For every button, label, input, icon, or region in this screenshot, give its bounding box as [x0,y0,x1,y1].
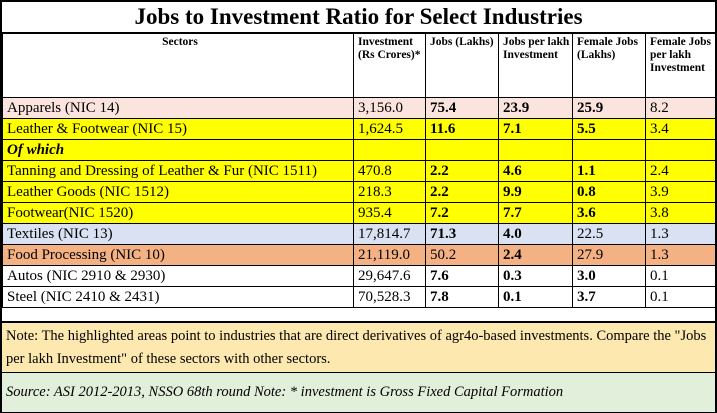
source-text: Source: ASI 2012-2013, NSSO 68th round N… [2,372,715,412]
note-text: Note: The highlighted areas point to ind… [2,321,715,376]
cell-female-jobs-per-lakh: 0.1 [645,286,716,308]
cell-investment: 17,814.7 [353,223,426,245]
cell-jobs: 11.6 [425,118,499,140]
cell-jobs-per-lakh: 0.1 [498,286,573,308]
cell-investment: 1,624.5 [353,118,426,140]
cell-jobs-per-lakh: 2.4 [498,244,573,266]
cell-investment: 218.3 [353,181,426,203]
cell-female-jobs: 1.1 [572,160,646,182]
table-row-of-which: Of which [2,139,716,161]
cell-sector: Apparels (NIC 14) [2,97,354,119]
cell-jobs-per-lakh: 4.6 [498,160,573,182]
cell-female-jobs-per-lakh: 3.9 [645,181,716,203]
table-row-footwear: Footwear(NIC 1520) 935.4 7.2 7.7 3.6 3.8 [2,202,716,224]
cell-jobs-per-lakh: 0.3 [498,265,573,287]
header-female-jobs-per-lakh: Female Jobs per lakh Investment [645,33,716,98]
header-jobs: Jobs (Lakhs) [425,33,499,98]
cell-sector: Leather & Footwear (NIC 15) [2,118,354,140]
cell-jobs: 7.2 [425,202,499,224]
cell-investment: 29,647.6 [353,265,426,287]
cell-female-jobs: 25.9 [572,97,646,119]
cell-jobs: 2.2 [425,181,499,203]
empty-cell [572,139,646,161]
cell-female-jobs-per-lakh: 3.8 [645,202,716,224]
table-row-autos: Autos (NIC 2910 & 2930) 29,647.6 7.6 0.3… [2,265,716,287]
table-row-textiles: Textiles (NIC 13) 17,814.7 71.3 4.0 22.5… [2,223,716,245]
cell-female-jobs: 3.0 [572,265,646,287]
cell-investment: 935.4 [353,202,426,224]
empty-cell [645,139,716,161]
cell-sector: Food Processing (NIC 10) [2,244,354,266]
cell-investment: 470.8 [353,160,426,182]
cell-jobs-per-lakh: 9.9 [498,181,573,203]
cell-investment: 70,528.3 [353,286,426,308]
table-row-tanning: Tanning and Dressing of Leather & Fur (N… [2,160,716,182]
table-row-leather: Leather & Footwear (NIC 15) 1,624.5 11.6… [2,118,716,140]
header-sectors: Sectors [2,33,354,98]
cell-jobs-per-lakh: 4.0 [498,223,573,245]
cell-jobs: 7.8 [425,286,499,308]
cell-female-jobs: 27.9 [572,244,646,266]
cell-sector: Textiles (NIC 13) [2,223,354,245]
cell-female-jobs-per-lakh: 8.2 [645,97,716,119]
cell-jobs: 2.2 [425,160,499,182]
cell-female-jobs: 3.6 [572,202,646,224]
cell-jobs: 50.2 [425,244,499,266]
cell-female-jobs: 5.5 [572,118,646,140]
cell-sector: Leather Goods (NIC 1512) [2,181,354,203]
of-which-label: Of which [2,139,354,161]
empty-cell [498,139,573,161]
cell-female-jobs-per-lakh: 0.1 [645,265,716,287]
cell-female-jobs: 22.5 [572,223,646,245]
cell-jobs-per-lakh: 7.1 [498,118,573,140]
header-row: Sectors Investment (Rs Crores)* Jobs (La… [2,33,716,98]
cell-jobs: 7.6 [425,265,499,287]
empty-cell [425,139,499,161]
cell-jobs: 71.3 [425,223,499,245]
cell-sector: Steel (NIC 2410 & 2431) [2,286,354,308]
cell-female-jobs-per-lakh: 2.4 [645,160,716,182]
cell-jobs-per-lakh: 7.7 [498,202,573,224]
header-female-jobs: Female Jobs (Lakhs) [572,33,646,98]
table-row-steel: Steel (NIC 2410 & 2431) 70,528.3 7.8 0.1… [2,286,716,308]
cell-sector: Tanning and Dressing of Leather & Fur (N… [2,160,354,182]
table-row-leather-goods: Leather Goods (NIC 1512) 218.3 2.2 9.9 0… [2,181,716,203]
table-row-apparels: Apparels (NIC 14) 3,156.0 75.4 23.9 25.9… [2,97,716,119]
cell-jobs-per-lakh: 23.9 [498,97,573,119]
table-title: Jobs to Investment Ratio for Select Indu… [2,2,715,33]
header-investment: Investment (Rs Crores)* [353,33,426,98]
header-jobs-per-lakh: Jobs per lakh Investment [498,33,573,98]
data-table: Sectors Investment (Rs Crores)* Jobs (La… [2,33,716,308]
cell-investment: 21,119.0 [353,244,426,266]
cell-investment: 3,156.0 [353,97,426,119]
empty-cell [353,139,426,161]
cell-female-jobs-per-lakh: 3.4 [645,118,716,140]
cell-jobs: 75.4 [425,97,499,119]
cell-female-jobs-per-lakh: 1.3 [645,244,716,266]
cell-female-jobs: 3.7 [572,286,646,308]
cell-female-jobs: 0.8 [572,181,646,203]
table-row-food: Food Processing (NIC 10) 21,119.0 50.2 2… [2,244,716,266]
cell-female-jobs-per-lakh: 1.3 [645,223,716,245]
cell-sector: Footwear(NIC 1520) [2,202,354,224]
cell-sector: Autos (NIC 2910 & 2930) [2,265,354,287]
